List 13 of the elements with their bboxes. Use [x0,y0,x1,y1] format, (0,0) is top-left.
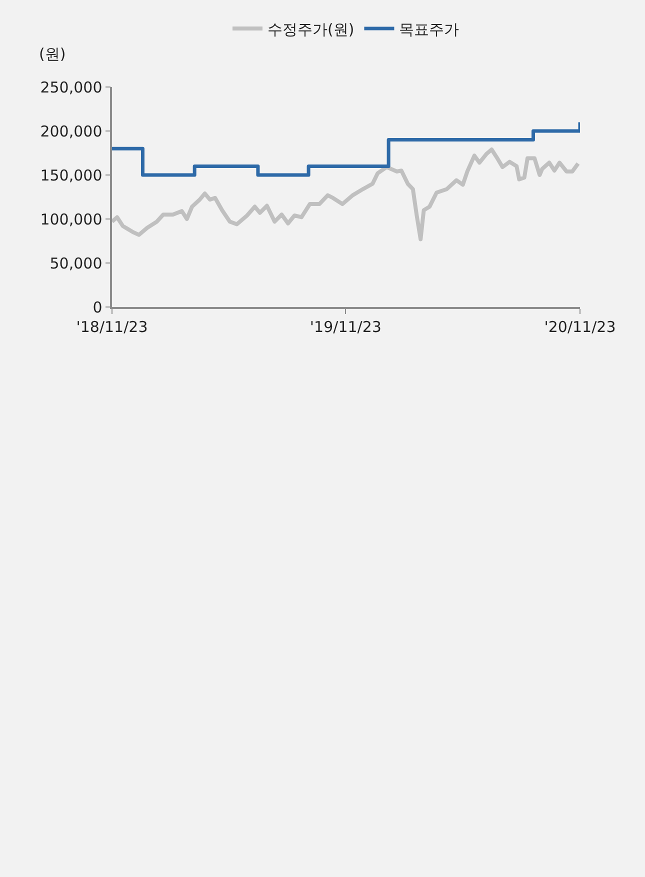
y-tick-label: 0 [92,298,102,316]
x-tick-label: '20/11/23 [544,318,616,336]
x-tick-label: '18/11/23 [76,318,148,336]
y-tick-label: 50,000 [50,254,102,272]
y-tick-label: 100,000 [40,210,102,228]
y-tick-label: 150,000 [40,166,102,184]
legend-label: 수정주가(원) [268,20,354,38]
x-tick-label: '19/11/23 [310,318,382,336]
y-tick-label: 200,000 [40,122,102,140]
y-tick-label: 250,000 [40,78,102,96]
legend-label: 목표주가 [399,20,460,38]
y-axis-title: (원) [39,45,66,63]
line-series [112,147,580,242]
